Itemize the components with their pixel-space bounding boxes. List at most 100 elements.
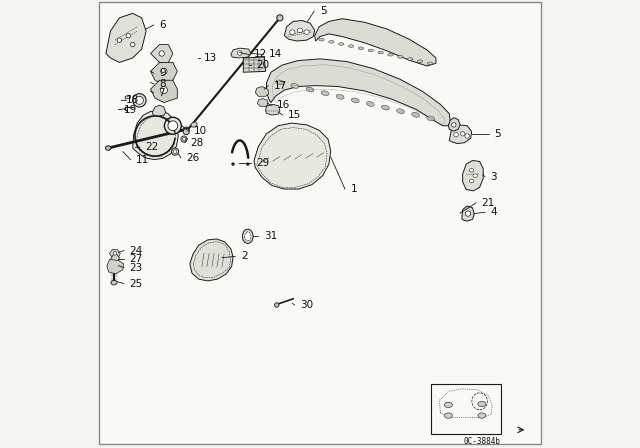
Polygon shape: [449, 118, 460, 131]
Ellipse shape: [168, 121, 178, 131]
Ellipse shape: [173, 150, 177, 153]
Ellipse shape: [164, 117, 181, 134]
Text: 22: 22: [145, 142, 159, 152]
Ellipse shape: [181, 136, 187, 142]
Ellipse shape: [454, 133, 458, 137]
Text: 18: 18: [126, 95, 140, 105]
Polygon shape: [257, 99, 268, 107]
Ellipse shape: [126, 34, 131, 38]
Text: 30: 30: [300, 300, 313, 310]
Text: 27: 27: [130, 254, 143, 263]
Text: 0C-3884b: 0C-3884b: [463, 437, 500, 446]
Polygon shape: [125, 95, 131, 99]
Ellipse shape: [478, 401, 486, 407]
Polygon shape: [150, 80, 177, 103]
Text: 2: 2: [241, 251, 248, 261]
Text: 5: 5: [320, 6, 326, 16]
Text: 7: 7: [159, 88, 165, 98]
Ellipse shape: [358, 47, 364, 50]
Ellipse shape: [367, 102, 374, 106]
Polygon shape: [463, 160, 483, 191]
Ellipse shape: [246, 163, 249, 165]
Ellipse shape: [473, 174, 477, 177]
Ellipse shape: [397, 56, 403, 58]
Ellipse shape: [319, 39, 324, 41]
Text: 26: 26: [186, 153, 200, 163]
Ellipse shape: [172, 148, 179, 155]
Text: 20: 20: [257, 60, 270, 70]
Ellipse shape: [111, 280, 117, 285]
Text: 16: 16: [277, 100, 291, 110]
Text: 6: 6: [159, 20, 166, 30]
Ellipse shape: [378, 51, 383, 54]
Ellipse shape: [184, 127, 189, 132]
Ellipse shape: [159, 51, 164, 56]
Ellipse shape: [465, 134, 469, 138]
Ellipse shape: [243, 229, 253, 243]
Ellipse shape: [132, 94, 146, 107]
Polygon shape: [243, 57, 266, 72]
Ellipse shape: [417, 60, 423, 63]
Text: 4: 4: [490, 207, 497, 217]
Polygon shape: [109, 250, 120, 258]
Polygon shape: [462, 206, 474, 221]
Polygon shape: [150, 45, 173, 62]
Ellipse shape: [297, 28, 303, 33]
Ellipse shape: [117, 38, 122, 43]
Polygon shape: [266, 59, 450, 126]
Text: 19: 19: [124, 105, 137, 115]
Ellipse shape: [460, 132, 465, 136]
Polygon shape: [132, 111, 178, 159]
Ellipse shape: [444, 402, 452, 408]
Polygon shape: [107, 259, 124, 274]
Polygon shape: [106, 13, 146, 62]
Ellipse shape: [291, 84, 299, 88]
Text: 24: 24: [130, 246, 143, 256]
Ellipse shape: [237, 51, 242, 55]
Ellipse shape: [465, 211, 470, 216]
Ellipse shape: [161, 86, 168, 94]
Text: 10: 10: [195, 126, 207, 136]
Ellipse shape: [275, 303, 279, 307]
Ellipse shape: [113, 251, 116, 255]
Ellipse shape: [469, 168, 474, 172]
Ellipse shape: [388, 53, 393, 56]
Ellipse shape: [444, 413, 452, 418]
Text: 8: 8: [159, 79, 166, 89]
Ellipse shape: [290, 30, 295, 34]
Polygon shape: [231, 48, 251, 58]
Ellipse shape: [131, 43, 135, 47]
Polygon shape: [284, 21, 315, 41]
Polygon shape: [266, 104, 280, 115]
Ellipse shape: [182, 138, 186, 141]
Ellipse shape: [136, 96, 143, 104]
Text: 21: 21: [481, 198, 495, 208]
Text: 1: 1: [351, 184, 358, 194]
Polygon shape: [449, 125, 472, 143]
Polygon shape: [254, 123, 331, 189]
Text: 29: 29: [257, 158, 270, 168]
Ellipse shape: [306, 87, 314, 92]
Bar: [431, 384, 501, 434]
Polygon shape: [111, 254, 119, 264]
Ellipse shape: [321, 91, 329, 95]
Ellipse shape: [428, 62, 433, 65]
Ellipse shape: [397, 109, 404, 114]
Ellipse shape: [183, 129, 189, 135]
Ellipse shape: [381, 105, 389, 110]
Ellipse shape: [408, 58, 413, 60]
Text: 12: 12: [254, 49, 268, 60]
Ellipse shape: [106, 146, 111, 150]
Ellipse shape: [478, 413, 486, 418]
Text: 11: 11: [136, 155, 150, 164]
Text: 17: 17: [274, 81, 287, 90]
Text: 13: 13: [204, 53, 218, 63]
Ellipse shape: [276, 15, 283, 21]
Ellipse shape: [304, 30, 309, 34]
Polygon shape: [150, 62, 177, 85]
Text: 5: 5: [494, 129, 500, 139]
Ellipse shape: [469, 179, 474, 183]
Polygon shape: [190, 239, 233, 281]
Text: 9: 9: [159, 68, 166, 78]
Ellipse shape: [161, 68, 167, 74]
